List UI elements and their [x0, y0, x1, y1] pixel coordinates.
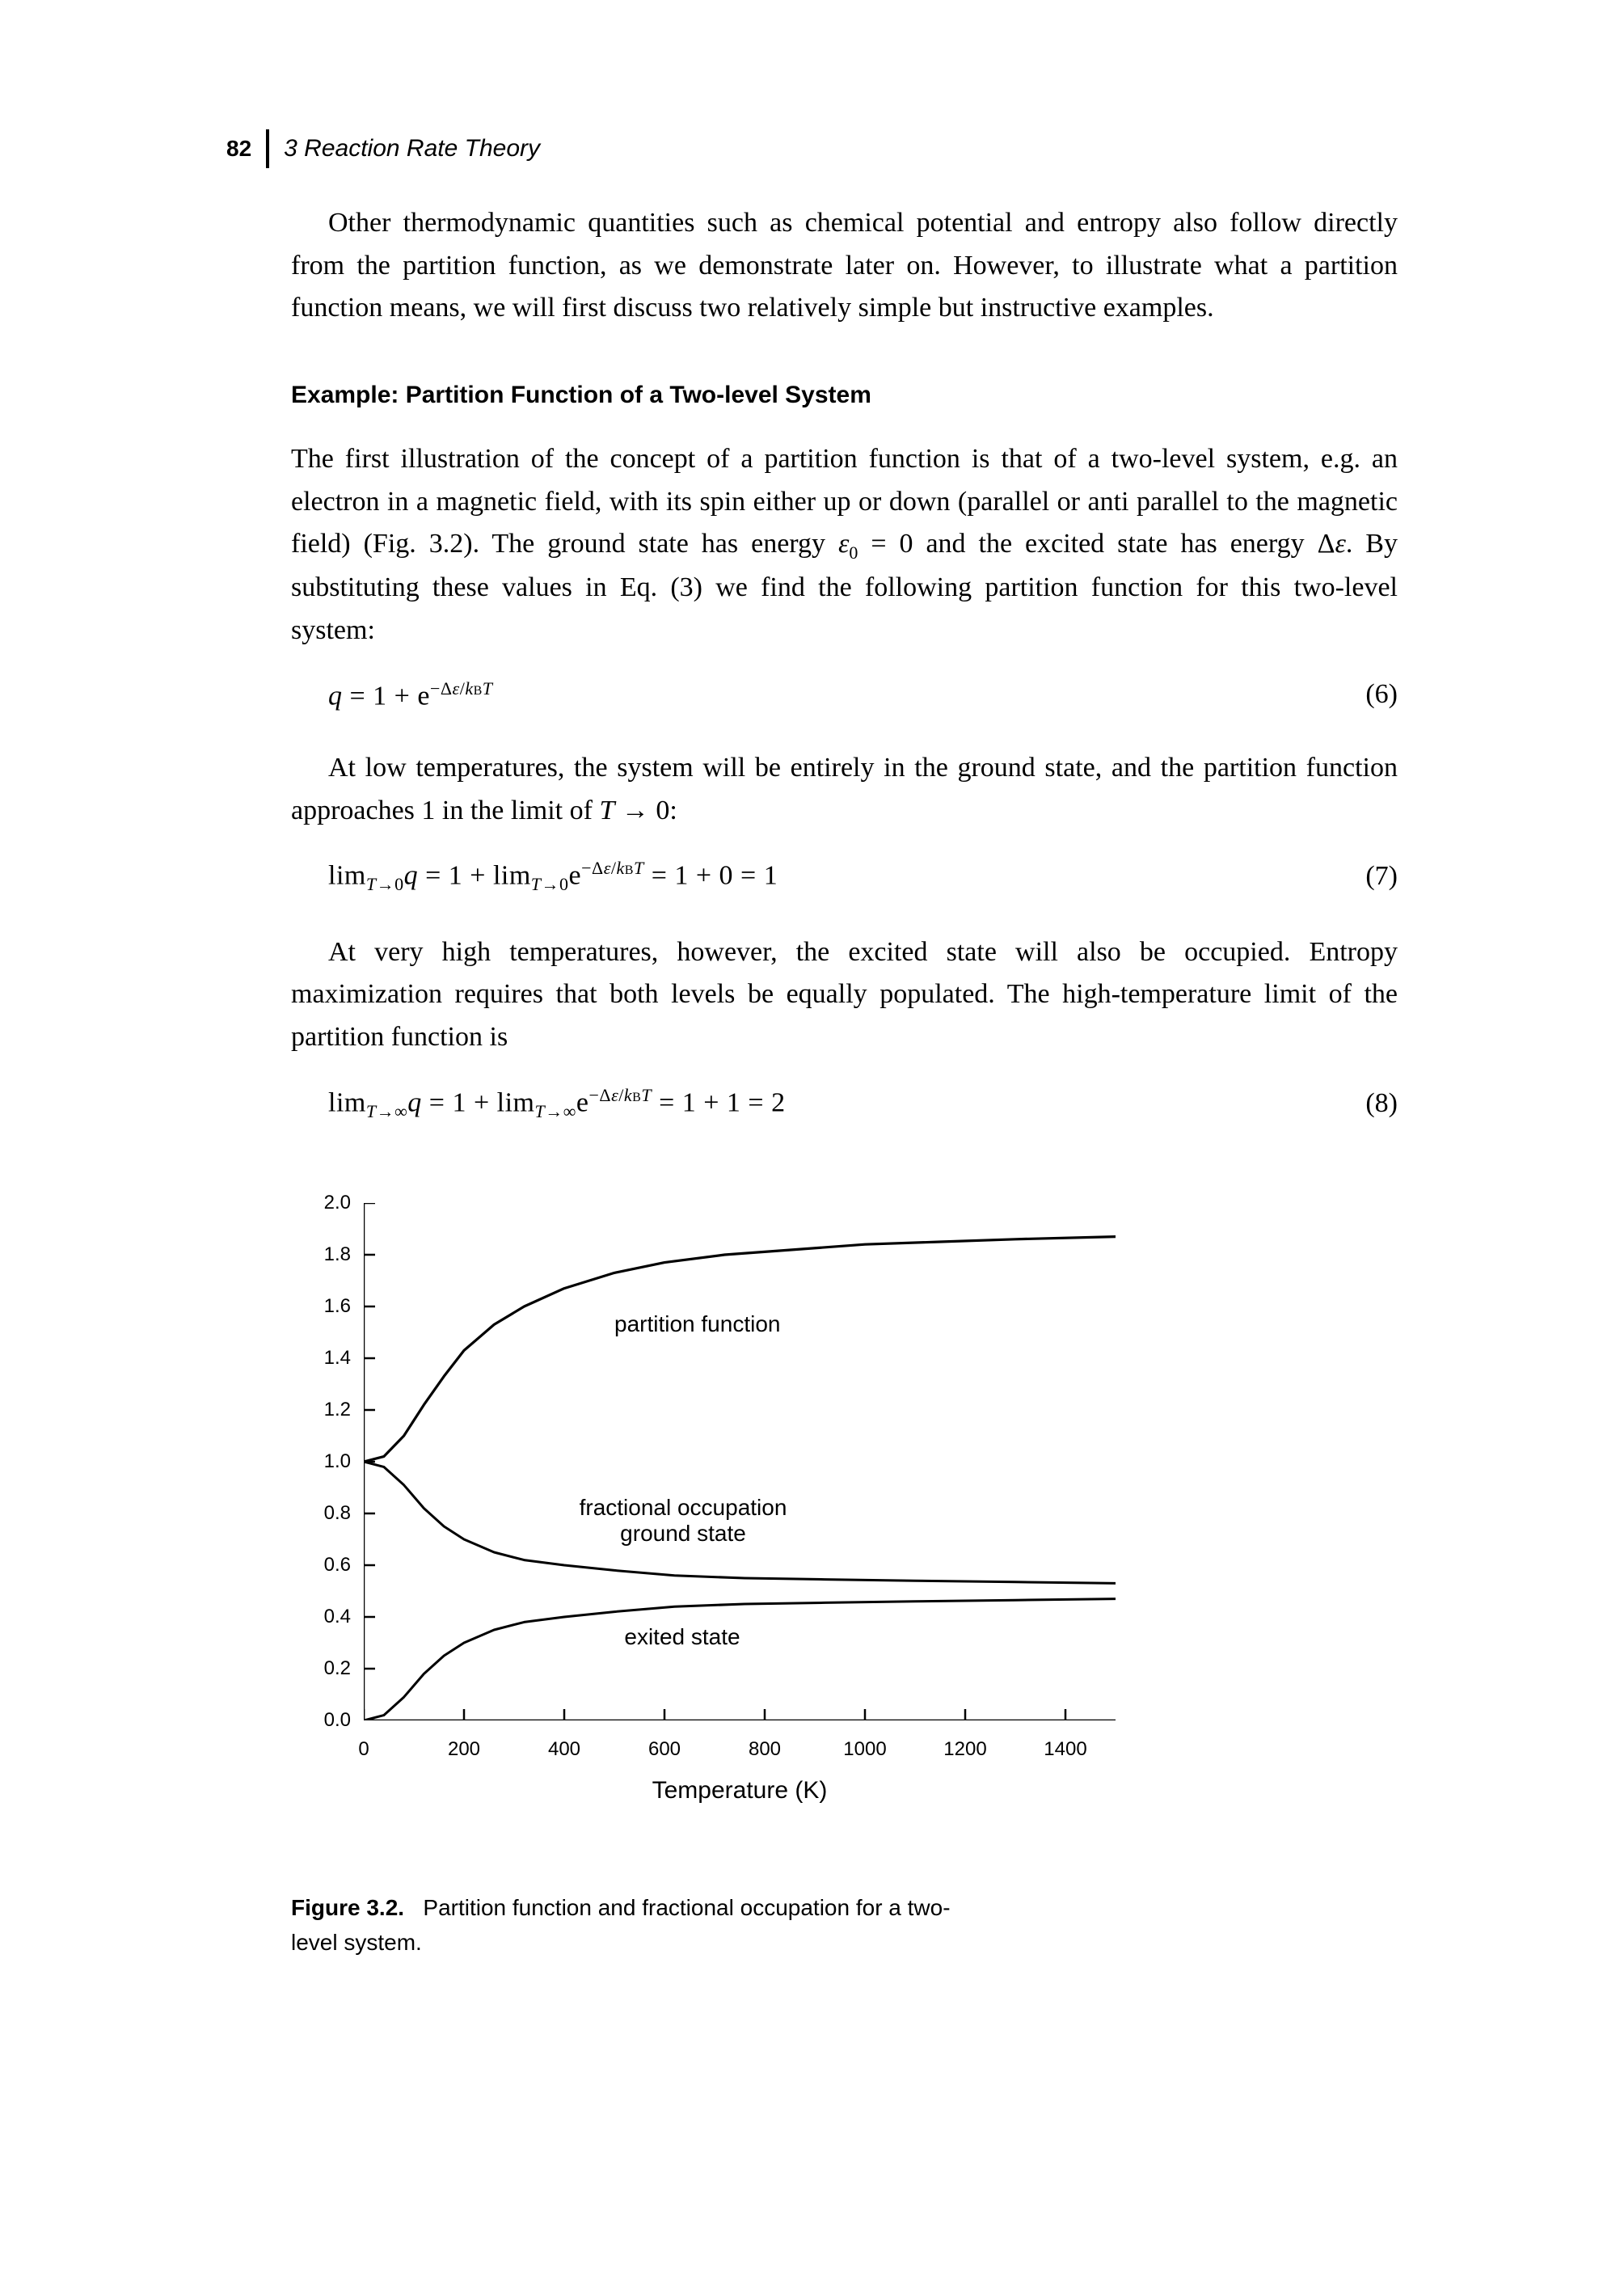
y-axis-ticks: 0.00.20.40.60.81.01.21.41.61.82.0 [291, 1195, 364, 1728]
page-number: 82 [226, 136, 251, 162]
label-ground-state: fractional occupationground state [580, 1495, 787, 1547]
equation-7-body: limT→0q = 1 + limT→0e−Δε/kBT = 1 + 0 = 1 [328, 858, 778, 895]
equation-7-number: (7) [1365, 861, 1398, 892]
header-divider [266, 129, 269, 168]
equation-6: q = 1 + e−Δε/kBT (6) [328, 678, 1398, 711]
y-tick-label: 1.4 [324, 1347, 351, 1370]
x-tick-label: 200 [448, 1738, 480, 1761]
chart-container: 0.0 0.2 0.4 0.6 0.8 1.0 1.2 1.4 1.6 1.8 2.0 partit… [291, 1195, 1148, 1817]
y-tick-label: 0.8 [324, 1502, 351, 1525]
x-tick-label: 1200 [943, 1738, 986, 1761]
plot-area: partition function fractional occupationg… [364, 1203, 1116, 1720]
equation-6-number: (6) [1365, 679, 1398, 710]
label-partition-function: partition function [614, 1311, 780, 1337]
x-tick-label: 600 [648, 1738, 681, 1761]
y-tick-label: 0.4 [324, 1606, 351, 1628]
y-tick-label: 1.6 [324, 1295, 351, 1318]
x-tick-label: 1400 [1044, 1738, 1086, 1761]
y-tick-label: 0.2 [324, 1657, 351, 1680]
y-tick-label: 0.6 [324, 1554, 351, 1577]
intro-paragraph: Other thermodynamic quantities such as c… [291, 202, 1398, 330]
equation-8: limT→∞q = 1 + limT→∞e−Δε/kBT = 1 + 1 = 2… [328, 1085, 1398, 1122]
x-tick-label: 400 [548, 1738, 580, 1761]
page-content: Other thermodynamic quantities such as c… [291, 202, 1398, 1961]
paragraph-3: At very high temperatures, however, the … [291, 931, 1398, 1059]
equation-8-body: limT→∞q = 1 + limT→∞e−Δε/kBT = 1 + 1 = 2 [328, 1085, 786, 1122]
equation-8-number: (8) [1365, 1088, 1398, 1119]
equation-6-body: q = 1 + e−Δε/kBT [328, 678, 493, 711]
example-heading: Example: Partition Function of a Two-lev… [291, 382, 1398, 409]
paragraph-2: At low temperatures, the system will be … [291, 747, 1398, 832]
label-excited-state: exited state [624, 1624, 740, 1650]
y-tick-label: 1.8 [324, 1243, 351, 1266]
y-tick-label: 1.2 [324, 1399, 351, 1421]
chapter-title: 3 Reaction Rate Theory [284, 135, 540, 163]
x-tick-label: 800 [749, 1738, 781, 1761]
figure-label: Figure 3.2. [291, 1895, 404, 1920]
equation-7: limT→0q = 1 + limT→0e−Δε/kBT = 1 + 0 = 1… [328, 858, 1398, 895]
x-axis-label: Temperature (K) [364, 1777, 1116, 1804]
y-tick-label: 2.0 [324, 1192, 351, 1214]
y-tick-label: 1.0 [324, 1450, 351, 1473]
x-tick-label: 1000 [843, 1738, 886, 1761]
figure-3-2: 0.0 0.2 0.4 0.6 0.8 1.0 1.2 1.4 1.6 1.8 2.0 partit… [291, 1195, 1398, 1961]
figure-caption: Figure 3.2. Partition function and fract… [291, 1890, 954, 1961]
page-header: 82 3 Reaction Rate Theory [226, 129, 1398, 168]
x-tick-label: 0 [358, 1738, 369, 1761]
paragraph-1: The first illustration of the concept of… [291, 438, 1398, 652]
y-tick-label: 0.0 [324, 1709, 351, 1732]
